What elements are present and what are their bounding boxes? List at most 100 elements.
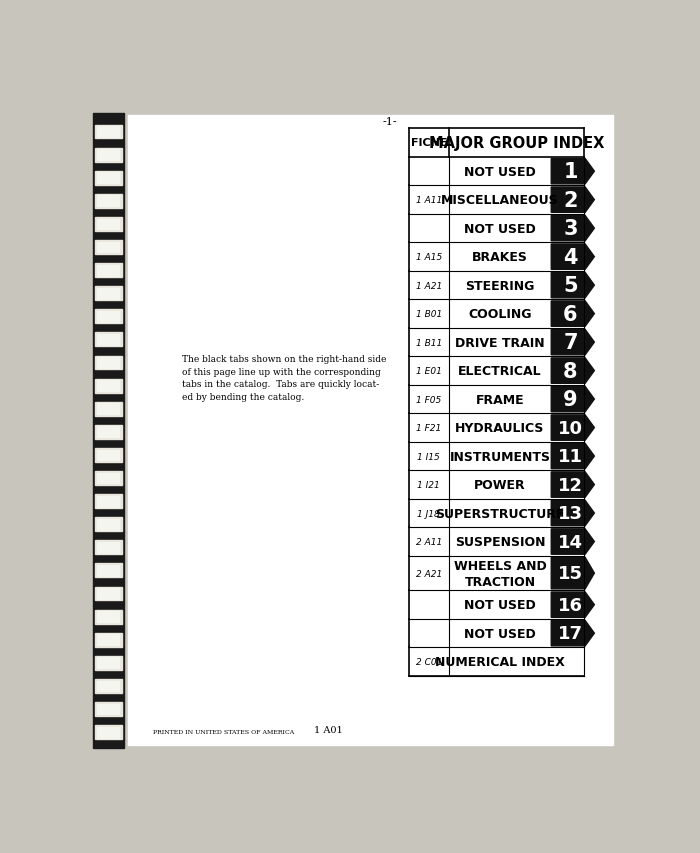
Polygon shape bbox=[552, 330, 594, 356]
Polygon shape bbox=[552, 473, 594, 497]
Polygon shape bbox=[552, 245, 594, 270]
Text: 2 A21: 2 A21 bbox=[416, 569, 442, 578]
Text: 1 B01: 1 B01 bbox=[416, 310, 442, 319]
Text: 12: 12 bbox=[558, 476, 583, 494]
Text: 5: 5 bbox=[564, 276, 577, 296]
Polygon shape bbox=[552, 444, 594, 469]
Bar bbox=[97, 288, 118, 299]
Text: 2 C01: 2 C01 bbox=[416, 658, 442, 666]
Text: 1 B11: 1 B11 bbox=[416, 338, 442, 347]
Text: 15: 15 bbox=[558, 565, 583, 583]
Text: 10: 10 bbox=[558, 419, 583, 437]
Bar bbox=[409, 647, 584, 676]
Bar bbox=[409, 386, 584, 414]
Text: NOT USED: NOT USED bbox=[464, 599, 536, 612]
Bar bbox=[95, 171, 122, 185]
Bar bbox=[95, 564, 122, 577]
Bar bbox=[95, 725, 122, 740]
Bar bbox=[409, 129, 584, 158]
Text: 2 A11: 2 A11 bbox=[416, 537, 442, 547]
Text: -1-: -1- bbox=[382, 117, 397, 127]
Text: NOT USED: NOT USED bbox=[464, 165, 536, 178]
Bar bbox=[97, 403, 118, 415]
Text: 1 A01: 1 A01 bbox=[314, 726, 342, 734]
Text: HYDRAULICS: HYDRAULICS bbox=[456, 421, 545, 434]
Polygon shape bbox=[552, 592, 594, 618]
Bar bbox=[95, 264, 122, 278]
Polygon shape bbox=[552, 273, 594, 299]
Bar bbox=[95, 679, 122, 693]
Bar bbox=[97, 219, 118, 230]
Text: 17: 17 bbox=[558, 624, 583, 642]
Bar bbox=[178, 350, 367, 405]
Bar bbox=[95, 357, 122, 370]
Text: 1 J18: 1 J18 bbox=[417, 509, 440, 518]
Polygon shape bbox=[552, 160, 594, 184]
Bar bbox=[97, 704, 118, 715]
Bar bbox=[409, 499, 584, 528]
Bar bbox=[409, 158, 584, 186]
Text: 1 A21: 1 A21 bbox=[416, 281, 442, 290]
Bar bbox=[97, 311, 118, 322]
Text: POWER: POWER bbox=[474, 479, 526, 491]
Bar bbox=[409, 414, 584, 443]
Bar bbox=[97, 681, 118, 692]
Text: NOT USED: NOT USED bbox=[464, 223, 536, 235]
Text: NUMERICAL INDEX: NUMERICAL INDEX bbox=[435, 655, 565, 669]
Bar bbox=[409, 471, 584, 499]
Text: The black tabs shown on the right-hand side
of this page line up with the corres: The black tabs shown on the right-hand s… bbox=[183, 355, 387, 401]
Bar bbox=[95, 125, 122, 139]
Bar bbox=[97, 658, 118, 669]
Bar bbox=[409, 443, 584, 471]
Text: 1 I21: 1 I21 bbox=[417, 480, 440, 490]
Bar bbox=[97, 612, 118, 623]
Text: 4: 4 bbox=[564, 247, 577, 267]
Text: 14: 14 bbox=[558, 533, 583, 551]
Bar bbox=[97, 589, 118, 599]
Bar bbox=[409, 129, 584, 676]
Bar bbox=[97, 380, 118, 392]
Bar bbox=[97, 566, 118, 576]
Bar bbox=[409, 328, 584, 357]
Bar bbox=[97, 473, 118, 484]
Text: FRAME: FRAME bbox=[476, 393, 524, 406]
Bar bbox=[95, 218, 122, 231]
Text: SUPERSTRUCTURE: SUPERSTRUCTURE bbox=[435, 507, 565, 520]
Text: FICHE: FICHE bbox=[411, 138, 447, 148]
Bar bbox=[95, 702, 122, 717]
Text: 1: 1 bbox=[564, 162, 577, 182]
Bar bbox=[95, 287, 122, 301]
Text: DRIVE TRAIN: DRIVE TRAIN bbox=[455, 336, 545, 349]
Bar bbox=[95, 194, 122, 208]
Bar bbox=[409, 300, 584, 328]
Bar bbox=[97, 727, 118, 738]
Text: 1 F05: 1 F05 bbox=[416, 395, 442, 404]
Text: 9: 9 bbox=[564, 390, 577, 409]
Bar bbox=[409, 271, 584, 300]
Text: 6: 6 bbox=[564, 305, 577, 324]
Bar bbox=[97, 127, 118, 137]
Polygon shape bbox=[552, 621, 594, 646]
Text: 16: 16 bbox=[558, 596, 583, 614]
Text: PRINTED IN UNITED STATES OF AMERICA: PRINTED IN UNITED STATES OF AMERICA bbox=[153, 729, 295, 734]
Bar bbox=[95, 656, 122, 670]
Text: 2: 2 bbox=[564, 190, 577, 211]
Text: MAJOR GROUP INDEX: MAJOR GROUP INDEX bbox=[428, 136, 604, 151]
Bar bbox=[97, 450, 118, 461]
Bar bbox=[409, 243, 584, 271]
Bar bbox=[97, 519, 118, 530]
Bar bbox=[95, 633, 122, 647]
Text: 11: 11 bbox=[558, 448, 583, 466]
Bar bbox=[97, 543, 118, 553]
Bar bbox=[95, 518, 122, 531]
Polygon shape bbox=[552, 501, 594, 526]
Text: WHEELS AND
TRACTION: WHEELS AND TRACTION bbox=[454, 559, 547, 588]
Bar bbox=[97, 150, 118, 161]
Polygon shape bbox=[552, 529, 594, 554]
Text: COOLING: COOLING bbox=[468, 308, 532, 321]
Bar bbox=[97, 334, 118, 345]
Text: INSTRUMENTS: INSTRUMENTS bbox=[449, 450, 550, 463]
Bar bbox=[97, 357, 118, 368]
Bar bbox=[95, 472, 122, 485]
Text: NOT USED: NOT USED bbox=[464, 627, 536, 640]
